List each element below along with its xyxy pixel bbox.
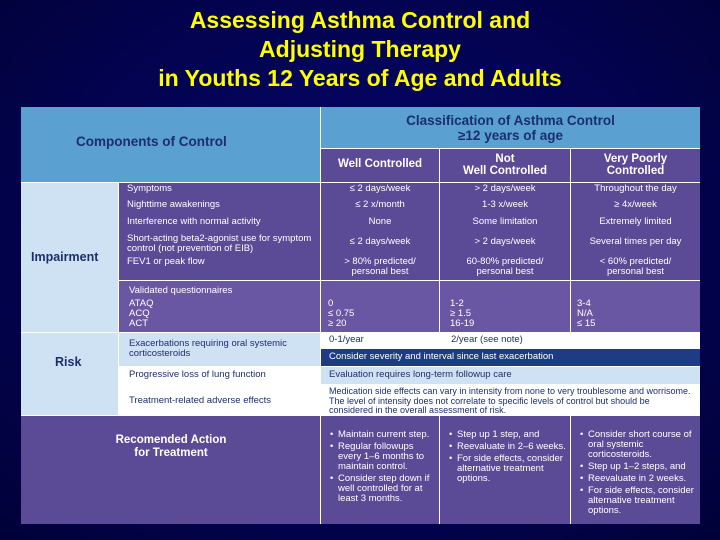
q-acq: ACQ [129,308,150,319]
exac-well: 0-1/year [329,334,364,345]
action-well-1: Maintain current step. [330,430,437,441]
action-well-2: Regular followups every 1–6 months to ma… [330,442,437,472]
symptoms-not: > 2 days/week [474,183,536,194]
title-line-1: Assessing Asthma Control and [189,7,531,33]
components-header-cell: Components of Control [21,107,320,182]
action-poor-3: Reevaluate in 2 weeks. [580,474,698,485]
q-act: ACT [129,318,148,329]
action-not-1: Step up 1 step, and [449,430,568,441]
slide-title: Assessing Asthma Control and Adjusting T… [0,6,720,93]
q-poor-ataq: 3-4 [577,298,591,309]
col-poor-line-1: Very Poorly [603,153,668,165]
col-well-controlled: Well Controlled [321,149,439,182]
impairment-poor-values: Throughout the day ≥ 4x/week Extremely l… [571,183,700,280]
adverse-text-cell: Medication side effects can vary in inte… [321,385,700,415]
fev1-well: > 80% predicted/ personal best [344,256,416,277]
impairment-label-cell: Impairment [21,183,118,332]
q-poor-act: ≤ 15 [577,318,596,329]
questionnaires-heading: Validated questionnaires [129,285,233,296]
col-not-well-controlled: Not Well Controlled [440,149,570,182]
col-not-label: Not Well Controlled [440,153,570,177]
consider-severity: Consider severity and interval since las… [329,351,554,362]
classification-line-1: Classification of Asthma Control [406,113,615,128]
item-symptoms: Symptoms [127,183,172,194]
consider-severity-cell: Consider severity and interval since las… [321,349,700,366]
q-well-ataq: 0 [328,298,334,309]
col-poor-label: Very Poorly Controlled [571,153,700,177]
lung-function-cell: Progressive loss of lung function [119,367,320,384]
action-poor-4: For side effects, consider alternative t… [580,486,698,516]
components-header: Components of Control [76,134,227,149]
exacerbation-values: 0-1/year 2/year (see note) [321,333,700,348]
interference-poor: Extremely limited [599,216,672,227]
questionnaires-poor: 3-4 N/A ≤ 15 [571,281,700,332]
lung-eval: Evaluation requires long-term followup c… [329,369,512,380]
col-not-line-1: Not [495,153,515,165]
impairment-well-values: ≤ 2 days/week ≤ 2 x/month None ≤ 2 days/… [321,183,439,280]
impairment-items: Symptoms Nighttime awakenings Interferen… [119,183,320,280]
lung-function: Progressive loss of lung function [129,369,266,380]
risk-label-cell: Risk [21,333,118,415]
q-not-acq: ≥ 1.5 [450,308,472,319]
classification-header-cell: Classification of Asthma Control ≥12 yea… [321,107,700,148]
adverse-text: Medication side effects can vary in inte… [329,386,691,415]
item-fev1: FEV1 or peak flow [127,256,205,267]
action-label-line-1: Recomended Action [115,434,227,446]
action-poor-1: Consider short course of oral systemic c… [580,430,698,460]
questionnaires-well: 0 ≤ 0.75 ≥ 20 [321,281,439,332]
exacerbations-text: Exacerbations requiring oral systemic co… [129,338,287,359]
action-well-3: Consider step down if well controlled fo… [330,474,437,504]
item-interference: Interference with normal activity [127,216,261,227]
q-poor-acq: N/A [577,308,593,319]
col-well-label: Well Controlled [337,158,423,170]
saba-not: > 2 days/week [474,236,536,247]
fev1-not: 60-80% predicted/ personal best [466,256,544,277]
q-ataq: ATAQ [129,298,154,309]
action-label-line-2: for Treatment [134,447,208,459]
impairment-label: Impairment [31,250,99,264]
action-label: Recomended Action for Treatment [96,434,246,460]
questionnaires-items: Validated questionnaires ATAQ ACQ ACT [119,281,320,332]
item-saba: Short-acting beta2-agonist use for sympt… [127,233,312,254]
q-well-acq: ≤ 0.75 [328,308,355,319]
item-nighttime: Nighttime awakenings [127,199,220,210]
q-not-ataq: 1-2 [450,298,464,309]
action-not-2: Reevaluate in 2–6 weeks. [449,442,568,453]
impairment-not-values: > 2 days/week 1-3 x/week Some limitation… [440,183,570,280]
col-poor-line-2: Controlled [606,165,665,177]
exacerbations-cell: Exacerbations requiring oral systemic co… [119,333,320,366]
action-poor: Consider short course of oral systemic c… [571,416,700,524]
exac-not: 2/year (see note) [451,334,523,345]
saba-poor: Several times per day [589,236,682,247]
col-very-poorly-controlled: Very Poorly Controlled [571,149,700,182]
title-line-3: in Youths 12 Years of Age and Adults [158,65,562,91]
adverse-effects: Treatment-related adverse effects [129,395,272,406]
nighttime-poor: ≥ 4x/week [614,199,657,210]
risk-label: Risk [55,355,82,369]
fev1-poor: < 60% predicted/ personal best [599,256,672,277]
nighttime-not: 1-3 x/week [482,199,528,210]
action-poor-2: Step up 1–2 steps, and [580,462,698,473]
col-not-line-2: Well Controlled [462,165,548,177]
action-not-3: For side effects, consider alternative t… [449,454,568,484]
q-not-act: 16-19 [450,318,475,329]
questionnaires-list: ATAQ ACQ ACT [129,299,153,329]
action-well: Maintain current step. Regular followups… [321,416,439,524]
adverse-effects-cell: Treatment-related adverse effects [119,385,320,415]
title-line-2: Adjusting Therapy [259,36,461,62]
classification-header: Classification of Asthma Control ≥12 yea… [321,113,700,143]
asthma-control-table: Components of Control Classification of … [21,107,700,524]
q-well-act: ≥ 20 [328,318,347,329]
action-not: Step up 1 step, and Reevaluate in 2–6 we… [440,416,570,524]
lung-eval-cell: Evaluation requires long-term followup c… [321,367,700,384]
saba-well: ≤ 2 days/week [349,236,411,247]
classification-line-2: ≥12 years of age [458,128,563,143]
symptoms-poor: Throughout the day [594,183,677,194]
nighttime-well: ≤ 2 x/month [355,199,405,210]
interference-not: Some limitation [472,216,538,227]
questionnaires-not: 1-2 ≥ 1.5 16-19 [440,281,570,332]
interference-well: None [368,216,392,227]
action-label-cell: Recomended Action for Treatment [21,416,320,524]
symptoms-well: ≤ 2 days/week [349,183,411,194]
